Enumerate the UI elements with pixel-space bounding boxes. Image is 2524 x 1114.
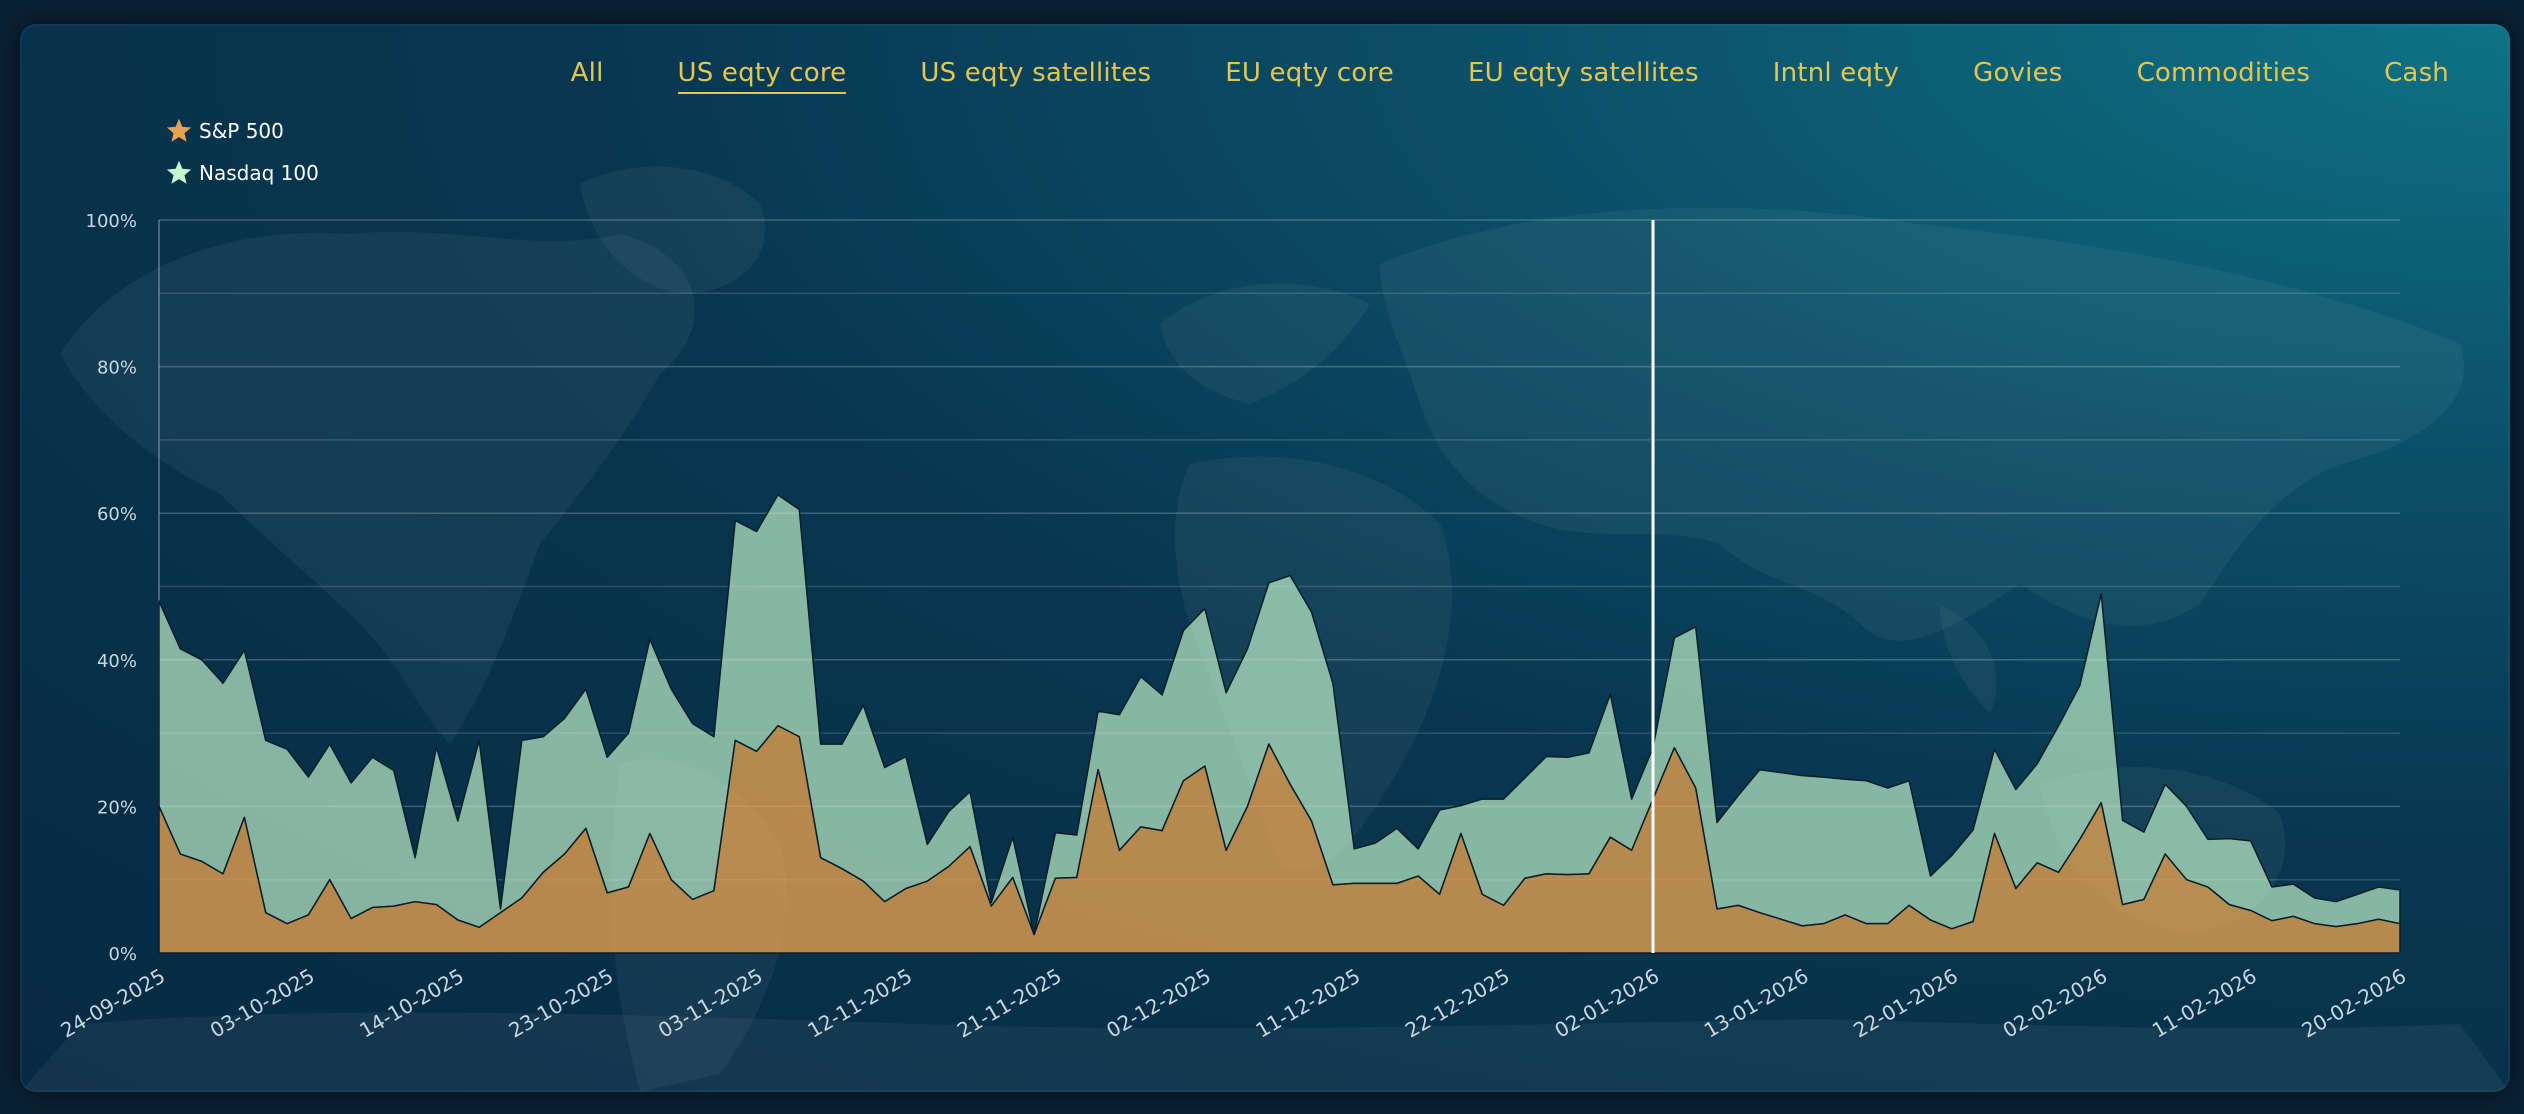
star-icon <box>166 160 192 184</box>
y-tick-label: 60% <box>97 504 137 525</box>
x-tick-label: 20-02-2026 <box>2297 964 2410 1043</box>
tab-all[interactable]: All <box>570 58 604 88</box>
x-tick-label: 24-09-2025 <box>56 964 169 1043</box>
x-tick-label: 21-11-2025 <box>953 964 1066 1043</box>
x-tick-label: 14-10-2025 <box>355 964 468 1043</box>
x-tick-label: 22-01-2026 <box>1849 964 1962 1043</box>
x-tick-label: 11-12-2025 <box>1252 964 1365 1043</box>
x-tick-label: 13-01-2026 <box>1700 964 1813 1043</box>
x-tick-label: 12-11-2025 <box>803 964 916 1043</box>
x-tick-label: 22-12-2025 <box>1401 964 1514 1043</box>
x-tick-label: 11-02-2026 <box>2148 964 2261 1043</box>
tab-intnl-eqty[interactable]: Intnl eqty <box>1772 58 1900 88</box>
y-tick-label: 20% <box>97 797 137 818</box>
area-sp-500[interactable] <box>158 725 2401 954</box>
tab-govies[interactable]: Govies <box>1973 58 2063 88</box>
x-tick-label: 02-01-2026 <box>1550 964 1663 1043</box>
tab-cash[interactable]: Cash <box>2384 58 2449 88</box>
tab-eu-eqty-satellites[interactable]: EU eqty satellites <box>1468 58 1699 88</box>
y-tick-label: 100% <box>86 211 137 232</box>
x-tick-label: 03-11-2025 <box>654 964 767 1043</box>
area-series <box>158 494 2401 954</box>
x-axis-ticks: 24-09-2025 03-10-2025 14-10-2025 23-10-2025… <box>56 964 2410 1043</box>
tab-us-eqty-core[interactable]: US eqty core <box>677 58 847 94</box>
x-tick-label: 23-10-2025 <box>505 964 618 1043</box>
category-tabs: All US eqty core US eqty satellites EU e… <box>497 58 2449 94</box>
y-tick-label: 0% <box>108 944 137 965</box>
chart-legend: S&P 500 Nasdaq 100 <box>165 110 319 194</box>
star-icon <box>166 118 192 142</box>
x-tick-label: 02-02-2026 <box>1999 964 2112 1043</box>
tab-us-eqty-satellites[interactable]: US eqty satellites <box>920 58 1152 88</box>
y-tick-label: 80% <box>97 358 137 379</box>
legend-item-nasdaq[interactable]: Nasdaq 100 <box>165 152 319 194</box>
y-axis-ticks: 0% 20% 40% 60% 80% 100% <box>86 211 137 965</box>
tab-commodities[interactable]: Commodities <box>2136 58 2311 88</box>
tab-eu-eqty-core[interactable]: EU eqty core <box>1225 58 1394 88</box>
legend-item-sp500[interactable]: S&P 500 <box>165 110 319 152</box>
legend-label-sp500: S&P 500 <box>199 119 284 143</box>
y-tick-label: 40% <box>97 651 137 672</box>
x-tick-label: 02-12-2025 <box>1102 964 1215 1043</box>
legend-label-nasdaq: Nasdaq 100 <box>199 161 319 185</box>
x-tick-label: 03-10-2025 <box>206 964 319 1043</box>
